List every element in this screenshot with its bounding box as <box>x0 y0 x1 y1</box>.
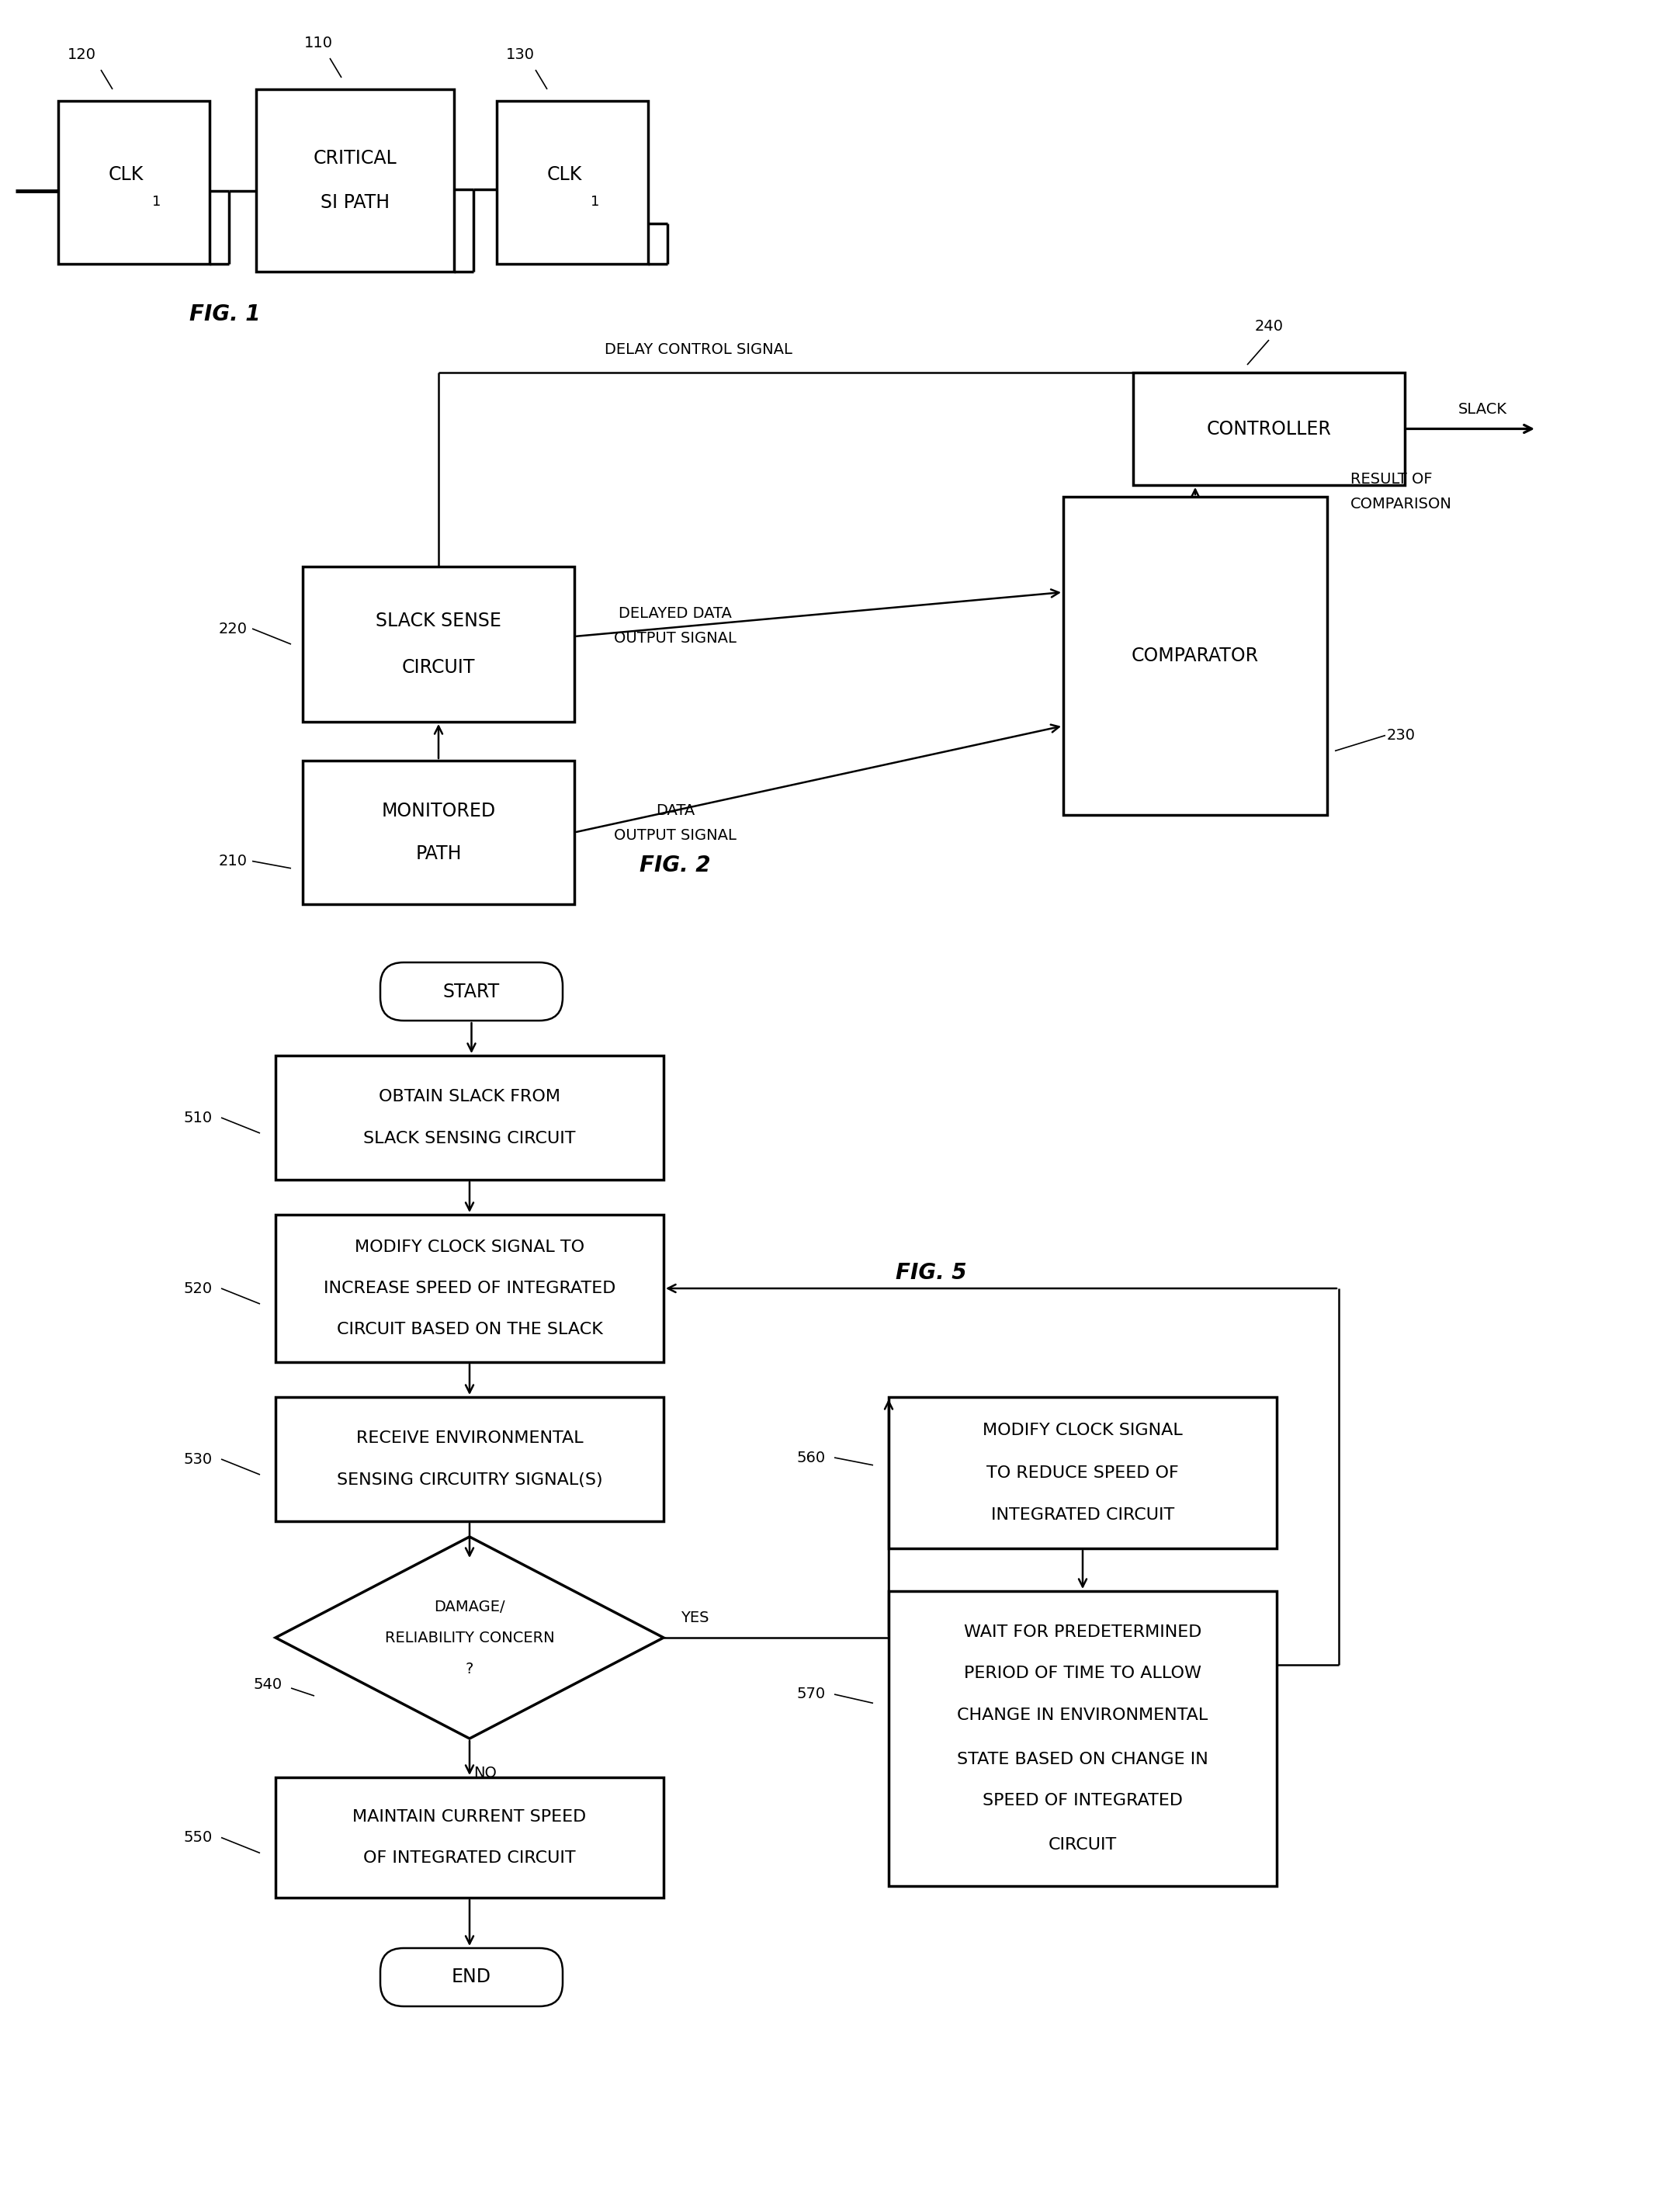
Bar <box>303 761 575 905</box>
Text: CIRCUIT BASED ON THE SLACK: CIRCUIT BASED ON THE SLACK <box>336 1323 603 1338</box>
Text: END: END <box>452 1969 490 1986</box>
Text: OUTPUT SIGNAL: OUTPUT SIGNAL <box>615 630 736 646</box>
Text: INTEGRATED CIRCUIT: INTEGRATED CIRCUIT <box>991 1506 1175 1522</box>
Bar <box>275 1398 663 1522</box>
Text: TO REDUCE SPEED OF: TO REDUCE SPEED OF <box>986 1464 1178 1480</box>
Text: RESULT OF: RESULT OF <box>1350 471 1432 487</box>
Text: OF INTEGRATED CIRCUIT: OF INTEGRATED CIRCUIT <box>363 1849 575 1865</box>
Polygon shape <box>275 1537 663 1739</box>
Text: ?: ? <box>466 1661 474 1677</box>
Text: INCREASE SPEED OF INTEGRATED: INCREASE SPEED OF INTEGRATED <box>323 1281 616 1296</box>
Text: 510: 510 <box>184 1110 212 1126</box>
Text: MODIFY CLOCK SIGNAL: MODIFY CLOCK SIGNAL <box>983 1422 1183 1438</box>
Text: SLACK SENSING CIRCUIT: SLACK SENSING CIRCUIT <box>363 1130 575 1146</box>
Text: DATA: DATA <box>656 803 694 818</box>
Text: CIRCUIT: CIRCUIT <box>1049 1836 1117 1851</box>
Text: SI PATH: SI PATH <box>320 192 389 212</box>
Text: MONITORED: MONITORED <box>381 801 495 821</box>
Bar <box>888 1590 1276 1887</box>
Text: FIG. 5: FIG. 5 <box>896 1263 966 1283</box>
Text: FIG. 1: FIG. 1 <box>189 303 260 325</box>
Bar <box>58 102 209 263</box>
Text: CHANGE IN ENVIRONMENTAL: CHANGE IN ENVIRONMENTAL <box>958 1708 1208 1723</box>
Text: 210: 210 <box>219 854 247 869</box>
Text: MAINTAIN CURRENT SPEED: MAINTAIN CURRENT SPEED <box>353 1809 587 1825</box>
Text: SLACK: SLACK <box>1458 403 1506 416</box>
Text: 530: 530 <box>184 1451 212 1467</box>
Text: FIG. 2: FIG. 2 <box>640 854 711 876</box>
Text: DAMAGE/: DAMAGE/ <box>434 1599 505 1615</box>
Text: STATE BASED ON CHANGE IN: STATE BASED ON CHANGE IN <box>958 1752 1208 1767</box>
Bar <box>257 88 454 272</box>
Text: SPEED OF INTEGRATED: SPEED OF INTEGRATED <box>983 1792 1183 1807</box>
Text: CLK: CLK <box>109 166 144 184</box>
Text: RECEIVE ENVIRONMENTAL: RECEIVE ENVIRONMENTAL <box>356 1431 583 1447</box>
Text: SENSING CIRCUITRY SIGNAL(S): SENSING CIRCUITRY SIGNAL(S) <box>336 1473 603 1489</box>
Text: RELIABILITY CONCERN: RELIABILITY CONCERN <box>384 1630 555 1646</box>
Text: 1: 1 <box>590 195 600 208</box>
Text: COMPARATOR: COMPARATOR <box>1132 646 1259 666</box>
Bar <box>275 1214 663 1363</box>
Bar <box>275 1055 663 1179</box>
Bar <box>888 1398 1276 1548</box>
Text: 1: 1 <box>152 195 161 208</box>
Text: COMPARISON: COMPARISON <box>1350 498 1452 511</box>
Text: 550: 550 <box>184 1829 212 1845</box>
Bar <box>303 566 575 721</box>
Text: MODIFY CLOCK SIGNAL TO: MODIFY CLOCK SIGNAL TO <box>355 1239 585 1254</box>
Text: CONTROLLER: CONTROLLER <box>1206 420 1331 438</box>
FancyBboxPatch shape <box>381 962 563 1020</box>
Text: DELAYED DATA: DELAYED DATA <box>618 606 732 622</box>
Text: 540: 540 <box>254 1677 282 1692</box>
Text: YES: YES <box>681 1610 709 1626</box>
Text: PERIOD OF TIME TO ALLOW: PERIOD OF TIME TO ALLOW <box>964 1666 1201 1681</box>
Bar <box>275 1778 663 1898</box>
Text: 520: 520 <box>184 1281 212 1296</box>
Text: DELAY CONTROL SIGNAL: DELAY CONTROL SIGNAL <box>605 343 792 356</box>
Text: 560: 560 <box>797 1451 825 1464</box>
Text: NO: NO <box>474 1765 497 1781</box>
FancyBboxPatch shape <box>381 1949 563 2006</box>
Text: START: START <box>442 982 500 1000</box>
Text: CIRCUIT: CIRCUIT <box>403 659 476 677</box>
Bar <box>1064 498 1327 814</box>
Bar <box>497 102 648 263</box>
Text: CRITICAL: CRITICAL <box>313 148 398 168</box>
Text: 110: 110 <box>303 35 333 51</box>
Text: OUTPUT SIGNAL: OUTPUT SIGNAL <box>615 827 736 843</box>
Text: 130: 130 <box>505 46 534 62</box>
Text: 230: 230 <box>1387 728 1415 743</box>
Text: WAIT FOR PREDETERMINED: WAIT FOR PREDETERMINED <box>964 1624 1201 1639</box>
Text: 120: 120 <box>68 46 96 62</box>
Text: OBTAIN SLACK FROM: OBTAIN SLACK FROM <box>379 1088 560 1104</box>
Bar <box>1133 372 1405 484</box>
Text: CLK: CLK <box>547 166 582 184</box>
Text: SLACK SENSE: SLACK SENSE <box>376 611 502 630</box>
Text: PATH: PATH <box>416 845 462 863</box>
Text: 220: 220 <box>219 622 247 637</box>
Text: 240: 240 <box>1254 319 1283 334</box>
Text: 570: 570 <box>797 1688 825 1701</box>
